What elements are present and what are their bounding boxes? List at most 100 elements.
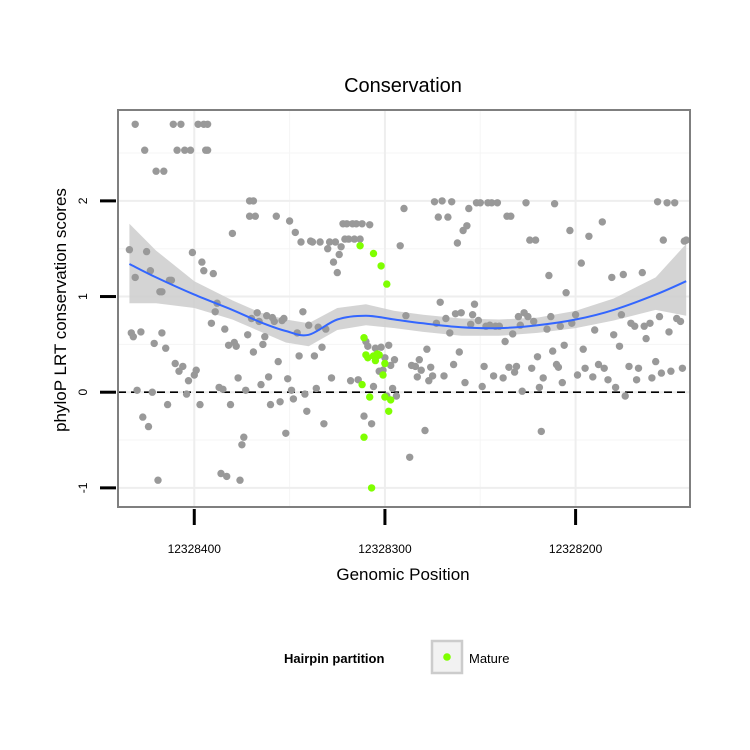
data-point-other (655, 312, 664, 321)
data-point-mature (360, 433, 368, 441)
data-point-other (249, 348, 258, 356)
data-point-other (442, 314, 450, 323)
data-point-other (427, 363, 435, 371)
data-point-other (600, 364, 608, 372)
data-point-other (173, 146, 181, 154)
data-point-other (285, 217, 294, 225)
data-point-other (131, 120, 139, 128)
data-point-other (150, 339, 158, 348)
y-tick-label: 0 (76, 389, 90, 396)
y-tick-label: -1 (76, 482, 90, 493)
data-point-other (188, 248, 197, 257)
data-point-other (179, 362, 187, 371)
data-point-other (366, 221, 374, 229)
data-point-other (562, 289, 570, 297)
data-point-other (430, 198, 439, 206)
data-point-other (325, 238, 334, 246)
data-point-other (232, 342, 240, 350)
data-point-other (413, 373, 421, 381)
data-point-other (638, 268, 646, 277)
data-point-other (137, 328, 145, 336)
data-point-other (573, 371, 582, 379)
data-point-other (152, 167, 160, 175)
data-point-other (522, 199, 530, 207)
data-point-other (263, 312, 271, 320)
data-point-other (533, 353, 542, 361)
data-point-other (249, 197, 258, 205)
data-point-other (556, 322, 564, 330)
plot-panel-border (117, 109, 691, 508)
data-point-other (264, 373, 273, 381)
data-point-other (234, 374, 242, 382)
data-point-other (226, 400, 235, 409)
data-point-other (531, 236, 540, 244)
data-point-mature (356, 242, 364, 250)
data-point-other (530, 317, 538, 326)
data-point-other (678, 364, 687, 372)
x-tick-label: 12328400 (168, 542, 222, 556)
data-point-other (505, 363, 513, 371)
data-point-other (646, 319, 654, 327)
data-point-other (591, 326, 599, 334)
data-point-other (486, 321, 494, 329)
data-point-other (192, 366, 200, 374)
data-point-other (219, 385, 227, 393)
data-point-other (543, 325, 551, 333)
data-point-other (453, 239, 462, 247)
data-point-other (301, 390, 309, 398)
data-point-other (177, 120, 185, 128)
data-point-other (148, 388, 156, 396)
data-point-other (526, 236, 534, 244)
data-point-other (198, 258, 206, 266)
data-point-other (467, 320, 475, 328)
data-point-other (625, 362, 633, 371)
data-point-other (461, 378, 469, 387)
data-point-other (478, 382, 486, 391)
data-point-other (476, 199, 484, 207)
data-point-other (589, 373, 597, 381)
data-point-other (158, 288, 166, 296)
data-point-other (457, 309, 465, 317)
data-point-other (129, 333, 137, 341)
data-point-other (331, 238, 340, 246)
data-point-other (297, 238, 305, 246)
data-point-other (125, 246, 134, 254)
data-point-other (141, 146, 149, 154)
data-point-other (671, 199, 679, 207)
data-point-other (640, 322, 648, 330)
data-point-other (396, 242, 404, 250)
data-point-other (594, 360, 603, 369)
data-point-other (634, 364, 643, 372)
data-point-other (440, 372, 448, 380)
data-point-mature (371, 356, 380, 365)
data-point-other (512, 362, 521, 371)
data-point-other (608, 273, 616, 282)
data-point-other (274, 357, 282, 366)
data-point-other (287, 386, 296, 394)
data-point-other (518, 387, 526, 395)
data-point-mature (381, 359, 389, 368)
data-point-other (299, 308, 307, 316)
data-point-other (682, 236, 690, 244)
data-point-other (446, 329, 454, 337)
data-point-other (308, 238, 317, 246)
data-point-other (415, 356, 423, 364)
data-point-other (558, 378, 566, 387)
data-point-other (566, 226, 574, 235)
data-point-other (324, 245, 332, 253)
data-point-other (356, 235, 364, 243)
data-point-other (653, 198, 662, 206)
data-point-other (360, 412, 368, 420)
legend-title: Hairpin partition (284, 651, 384, 666)
data-point-other (182, 390, 191, 398)
data-point-other (657, 369, 666, 377)
data-point-other (610, 331, 618, 339)
data-point-other (270, 317, 278, 326)
data-point-other (209, 269, 217, 278)
data-point-other (158, 329, 166, 337)
data-point-other (632, 376, 641, 384)
data-point-other (648, 374, 656, 382)
data-point-mature (387, 396, 395, 404)
data-point-other (280, 314, 288, 323)
x-tick-label: 12328200 (549, 542, 603, 556)
